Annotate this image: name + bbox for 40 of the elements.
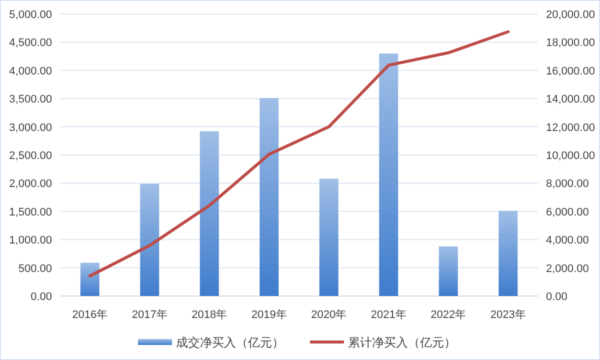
legend-label: 成交净买入（亿元） <box>176 336 284 350</box>
bar <box>260 98 279 296</box>
x-tick-label: 2016年 <box>72 309 108 321</box>
bar <box>319 178 338 296</box>
x-tick-label: 2019年 <box>251 309 287 321</box>
x-tick-label: 2023年 <box>490 309 526 321</box>
bar <box>80 262 100 296</box>
bar <box>140 184 160 296</box>
y2-tick-label: 0.00 <box>546 291 568 303</box>
y2-tick-label: 16,000.00 <box>546 65 595 78</box>
y2-tick-label: 18,000.00 <box>546 37 595 50</box>
y-tick-label: 3,500.00 <box>9 94 52 106</box>
y2-tick-label: 20,000.00 <box>546 9 595 21</box>
y2-tick-label: 12,000.00 <box>546 122 595 134</box>
y-tick-label: 3,000.00 <box>9 122 52 134</box>
y-tick-label: 4,000.00 <box>9 65 52 78</box>
y2-tick-label: 10,000.00 <box>546 150 595 162</box>
y-tick-label: 2,000.00 <box>9 178 52 190</box>
y-tick-label: 0.00 <box>30 291 52 303</box>
bar <box>200 131 219 296</box>
x-tick-label: 2020年 <box>311 309 347 321</box>
bar <box>379 53 398 296</box>
y2-tick-label: 2,000.00 <box>546 262 589 275</box>
y2-tick-label: 4,000.00 <box>546 234 589 247</box>
x-tick-label: 2022年 <box>430 309 466 321</box>
y2-tick-label: 6,000.00 <box>546 206 589 218</box>
bar <box>438 246 458 296</box>
x-tick-label: 2021年 <box>370 309 406 321</box>
y-tick-label: 500.00 <box>18 262 52 275</box>
y-tick-label: 1,000.00 <box>9 234 52 247</box>
x-tick-label: 2017年 <box>132 309 168 321</box>
bar <box>498 210 518 296</box>
x-tick-label: 2018年 <box>192 309 228 321</box>
y2-tick-label: 14,000.00 <box>546 94 595 106</box>
y2-tick-label: 8,000.00 <box>546 178 589 190</box>
y-tick-label: 1,500.00 <box>9 206 52 218</box>
y-tick-label: 2,500.00 <box>9 150 52 162</box>
y-tick-label: 5,000.00 <box>9 9 52 21</box>
y-tick-label: 4,500.00 <box>9 37 52 50</box>
legend-label: 累计净买入（亿元） <box>348 336 456 350</box>
